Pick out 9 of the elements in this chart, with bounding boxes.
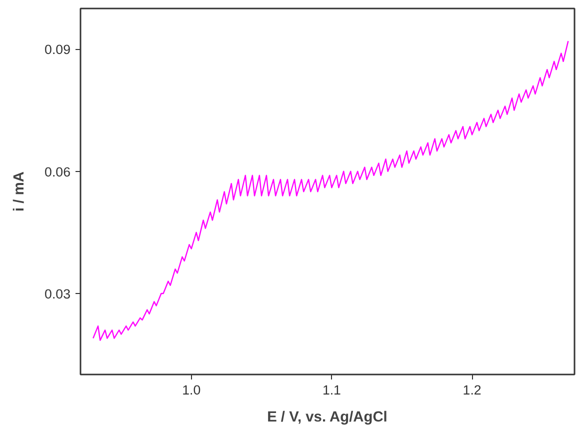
y-tick-label: 0.09 (44, 42, 71, 58)
y-axis-title: i / mA (12, 171, 28, 212)
x-tick-label: 1.2 (462, 382, 482, 398)
y-tick-label: 0.03 (44, 286, 71, 302)
line-series (92, 40, 569, 341)
x-tick-label: 1.1 (322, 382, 341, 398)
x-tick-label: 1.0 (182, 382, 201, 398)
y-tick-label: 0.06 (44, 164, 71, 180)
x-axis-title: E / V, vs. Ag/AgCl (267, 410, 388, 426)
